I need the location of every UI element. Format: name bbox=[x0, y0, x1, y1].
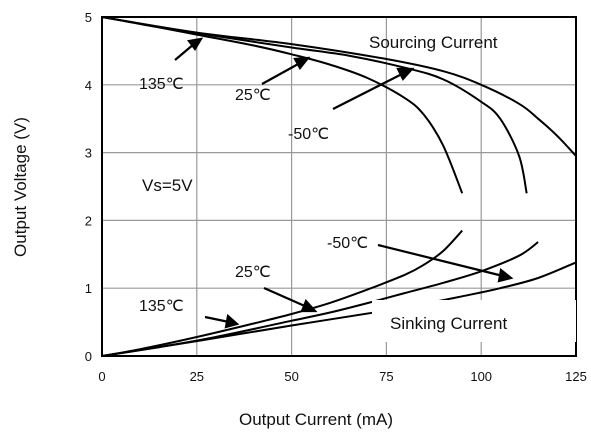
arrow-sourcing-25 bbox=[261, 62, 301, 85]
series-line-sourcing-2 bbox=[101, 16, 577, 157]
series-line-sinking-3 bbox=[101, 229, 463, 357]
arrowhead-sourcing-minus50 bbox=[396, 67, 415, 81]
curve-label-sinking-25: 25℃ bbox=[235, 264, 271, 281]
grid bbox=[102, 17, 576, 356]
x-tick-label-3: 75 bbox=[379, 369, 393, 384]
pointer-arrows bbox=[174, 37, 514, 329]
curve-label-sourcing-25: 25℃ bbox=[235, 87, 271, 104]
curve-label-sourcing-135: 135℃ bbox=[139, 76, 184, 93]
sourcing-label: Sourcing Current bbox=[369, 33, 498, 52]
x-tick-label-0: 0 bbox=[98, 369, 105, 384]
arrowhead-sinking-135 bbox=[224, 313, 240, 329]
y-tick-label-5: 5 bbox=[85, 10, 92, 25]
vs-annotation: Vs=5V bbox=[142, 176, 193, 195]
arrow-sinking-minus50 bbox=[377, 243, 504, 278]
y-tick-label-3: 3 bbox=[85, 146, 92, 161]
x-tick-labels: 0 25 50 75 100 125 bbox=[98, 369, 586, 384]
arrow-sourcing-minus50 bbox=[332, 72, 405, 110]
x-tick-label-5: 125 bbox=[565, 369, 587, 384]
y-tick-label-0: 0 bbox=[85, 349, 92, 364]
sinking-label: Sinking Current bbox=[390, 314, 507, 333]
arrow-sourcing-135 bbox=[174, 43, 195, 61]
arrowhead-sourcing-25 bbox=[293, 56, 311, 70]
x-tick-label-2: 50 bbox=[284, 369, 298, 384]
x-tick-label-1: 25 bbox=[190, 369, 204, 384]
y-tick-labels: 0 1 2 3 4 5 bbox=[85, 10, 92, 364]
curve-label-sourcing-minus50: -50℃ bbox=[288, 126, 329, 143]
curve-label-sinking-minus50: -50℃ bbox=[327, 235, 368, 252]
arrowhead-sinking-minus50 bbox=[497, 267, 514, 283]
y-tick-label-4: 4 bbox=[85, 78, 92, 93]
plot-frame bbox=[101, 16, 577, 357]
x-axis-label: Output Current (mA) bbox=[239, 410, 393, 429]
x-tick-label-4: 100 bbox=[470, 369, 492, 384]
arrowhead-sourcing-135 bbox=[187, 37, 204, 51]
arrow-sinking-135 bbox=[204, 315, 230, 324]
y-tick-label-2: 2 bbox=[85, 213, 92, 228]
arrow-sinking-25 bbox=[263, 286, 308, 309]
y-axis-label: Output Voltage (V) bbox=[11, 117, 30, 257]
arrowhead-sinking-25 bbox=[300, 298, 318, 313]
curve-label-sinking-135: 135℃ bbox=[139, 298, 184, 315]
sinking-label-box bbox=[372, 300, 576, 342]
y-tick-label-1: 1 bbox=[85, 281, 92, 296]
